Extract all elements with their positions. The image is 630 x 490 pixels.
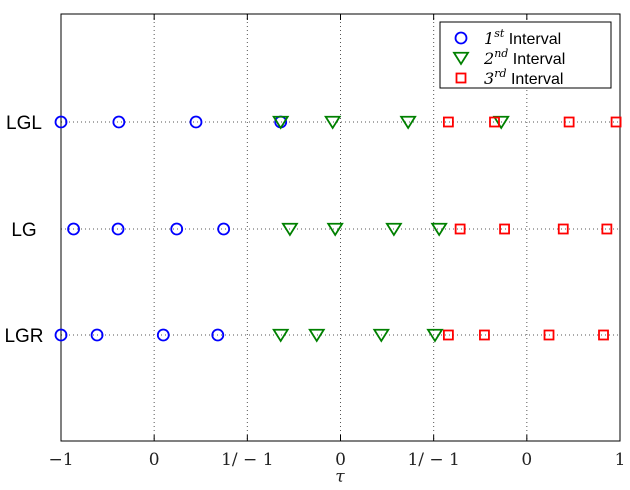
marker-s3-lg-3 [601, 223, 613, 235]
x-tick-label-0: −1 [48, 450, 73, 470]
legend-entry-3: 3rd Interval [484, 67, 563, 88]
row-guide-lines [61, 121, 620, 336]
marker-s2-lgl-1 [324, 115, 342, 130]
marker-s2-lg-0 [281, 222, 299, 237]
marker-s2-lgr-2 [372, 328, 390, 343]
legend-entry-2: 2nd Interval [483, 47, 565, 68]
marker-s1-lgr-2 [156, 328, 170, 342]
marker-s2-lgr-1 [308, 328, 326, 343]
x-tick-label-3: 0 [335, 450, 346, 470]
marker-s3-lgl-0 [442, 116, 454, 128]
x-ticks: −1 0 1/ − 1 0 1/ − 1 0 1 [48, 14, 625, 470]
marker-s1-lg-1 [111, 222, 125, 236]
marker-s3-lgr-1 [479, 329, 490, 341]
category-labels: LGL LG LGR [4, 113, 43, 347]
category-label-lgl: LGL [6, 113, 42, 134]
data-markers [54, 115, 622, 343]
category-label-lgr: LGR [4, 326, 43, 347]
x-axis-label: τ [335, 467, 345, 487]
marker-s3-lg-1 [499, 223, 510, 235]
x-tick-label-4: 1/ − 1 [407, 450, 459, 470]
marker-s1-lgl-1 [112, 115, 126, 129]
legend-marker-2 [452, 51, 470, 66]
marker-s3-lg-0 [454, 223, 466, 235]
x-tick-label-6: 1 [615, 450, 626, 470]
marker-s3-lgr-2 [543, 329, 555, 341]
legend-box [439, 21, 612, 89]
legend-marker-1 [454, 31, 468, 45]
marker-s2-lgr-0 [272, 328, 290, 343]
marker-s2-lgl-3 [492, 115, 510, 130]
marker-s1-lg-3 [217, 222, 231, 236]
marker-s2-lg-2 [385, 222, 403, 237]
marker-s3-lg-2 [557, 223, 569, 235]
marker-s1-lg-2 [170, 222, 184, 236]
marker-s2-lgr-3 [426, 328, 444, 343]
marker-s1-lg-0 [67, 222, 80, 236]
marker-s2-lgl-2 [399, 115, 417, 130]
legend-marker-3 [455, 72, 467, 84]
marker-s3-lgl-2 [563, 116, 575, 128]
marker-s3-lgl-1 [489, 116, 500, 128]
marker-s1-lgl-2 [189, 115, 203, 129]
x-tick-label-2: 1/ − 1 [221, 450, 273, 470]
marker-s2-lg-3 [430, 222, 448, 237]
marker-s3-lgr-0 [442, 329, 454, 341]
marker-s1-lgr-1 [90, 328, 104, 342]
marker-s1-lgl-0 [54, 115, 68, 129]
x-tick-label-1: 0 [149, 450, 160, 470]
marker-s3-lgr-3 [598, 329, 609, 341]
marker-s2-lgl-0 [272, 115, 290, 130]
marker-s2-lg-1 [326, 222, 344, 237]
marker-s3-lgl-3 [610, 116, 622, 128]
x-tick-label-5: 0 [521, 450, 532, 470]
category-label-lg: LG [11, 220, 36, 241]
marker-s1-lgr-0 [54, 328, 68, 342]
marker-s1-lgr-3 [211, 328, 225, 342]
legend-entry-1: 1st Interval [484, 27, 561, 48]
